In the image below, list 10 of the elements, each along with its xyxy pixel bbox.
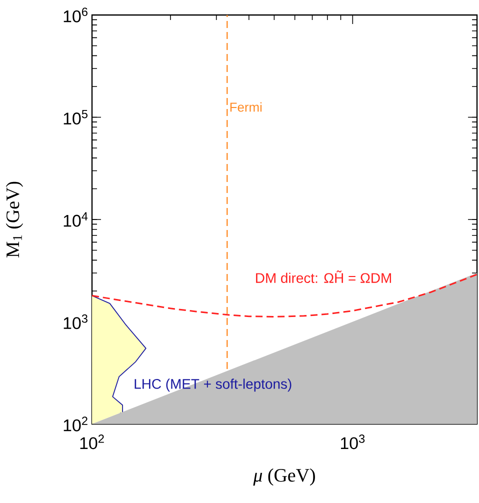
y-tick-label: 10$^{2}$: [64, 416, 88, 432]
y-tick-label: 10$^{4}$: [64, 212, 88, 227]
y-tick-label: 10$^{3}$: [64, 314, 88, 330]
x-axis-title: μ (GeV): [253, 468, 315, 486]
y-tick-label: 10$^{6}$: [64, 8, 88, 22]
ref-line-label: Fermi: [230, 102, 262, 112]
series-label: DM direct: ΩH̃ = ΩDM: [256, 270, 391, 283]
y-tick-label: 10$^{5}$: [64, 110, 88, 125]
series-label: LHC (MET + soft-leptons): [134, 378, 292, 392]
y-axis-title: M$_{1}$ (GeV): [6, 182, 24, 258]
